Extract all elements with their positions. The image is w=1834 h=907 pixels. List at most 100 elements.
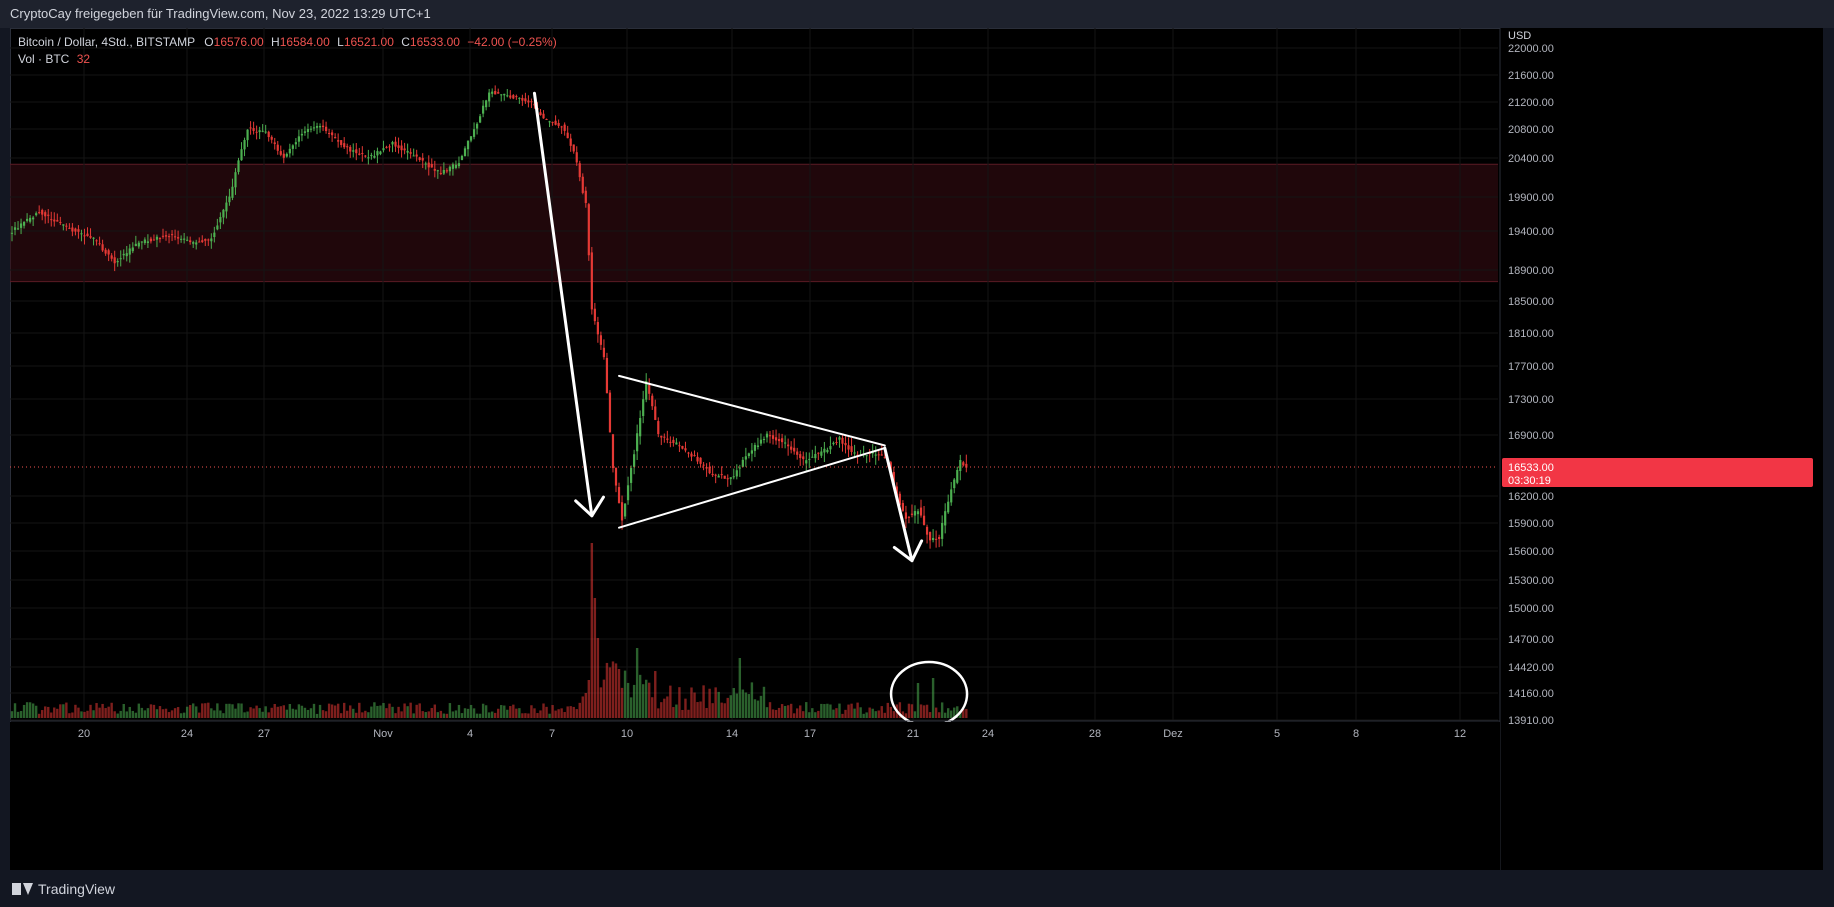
volume-bar [850, 703, 853, 718]
candle-body [953, 479, 956, 489]
candle-body [122, 253, 125, 256]
drawings[interactable] [532, 91, 969, 728]
volume-bar [343, 702, 346, 718]
price-tick-label: 22000.00 [1508, 43, 1554, 55]
volume-bar [19, 710, 23, 718]
legend-ohlc-row: Bitcoin / Dollar, 4Std., BITSTAMP O16576… [18, 34, 557, 51]
volume-bar [13, 703, 17, 718]
candle-body [799, 454, 802, 458]
candle-body [337, 140, 340, 142]
candle-body [651, 395, 654, 407]
time-tick-label: Nov [373, 728, 393, 740]
volume-bar [590, 543, 594, 718]
volume-bar [74, 704, 77, 718]
candle-body [805, 460, 808, 464]
volume-bar [738, 658, 742, 718]
volume-bar [666, 696, 669, 718]
candle-body [581, 176, 584, 193]
price-tick-label: 21200.00 [1508, 97, 1554, 109]
volume-bar [663, 698, 666, 718]
volume-bar [596, 638, 600, 718]
candle-body [412, 155, 415, 157]
volume-bar [759, 695, 763, 718]
candle-body [563, 124, 566, 131]
volume-bar [288, 703, 292, 718]
candle-body [466, 140, 470, 150]
tradingview-brand[interactable]: TradingView [12, 881, 115, 897]
time-tick-label: 10 [621, 728, 633, 740]
volume-bar [86, 710, 89, 718]
volume-bar [146, 708, 150, 718]
price-tick-label: 20800.00 [1508, 124, 1554, 136]
candle-body [186, 239, 189, 241]
candle-body [158, 238, 162, 240]
candle-body [811, 456, 814, 458]
candle-body [919, 507, 923, 516]
candle-body [418, 157, 421, 160]
candle-body [113, 257, 116, 264]
chart-legend: Bitcoin / Dollar, 4Std., BITSTAMP O16576… [18, 34, 557, 68]
candle-body [261, 130, 264, 132]
volume-bar [614, 663, 618, 718]
volume-bar [267, 712, 270, 718]
volume-bar [336, 703, 340, 718]
volume-bar [889, 706, 893, 718]
candle-body [50, 219, 53, 221]
candle-body [648, 384, 651, 394]
volume-bar [753, 699, 757, 718]
volume-bar [53, 707, 56, 718]
candle-body [666, 438, 669, 440]
candle-body [802, 456, 805, 460]
price-tick-label: 21600.00 [1508, 70, 1554, 82]
candle-body [596, 322, 599, 335]
candle-body [192, 242, 195, 244]
legend-symbol[interactable]: Bitcoin / Dollar, 4Std., BITSTAMP [18, 35, 195, 49]
volume-bar [50, 712, 53, 718]
volume-bar [934, 707, 938, 718]
candle-body [29, 217, 32, 222]
volume-bar [542, 703, 545, 718]
candle-body [379, 151, 382, 155]
volume-bar [83, 711, 86, 718]
volume-bar [729, 695, 732, 718]
candle-body [714, 474, 717, 476]
candle-body [844, 442, 847, 446]
price-tick-label: 19900.00 [1508, 192, 1554, 204]
candle-body [475, 123, 479, 129]
time-axis-bg [10, 722, 1500, 870]
time-axis[interactable]: 20 24 27 Nov 4 7 10 14 17 21 24 28 Dez 5 8 12 [10, 720, 1500, 870]
volume-bar [65, 702, 68, 718]
price-tick-label: 15600.00 [1508, 546, 1554, 558]
candle-body [593, 308, 596, 322]
candle-body [500, 94, 503, 96]
candle-body [835, 441, 838, 443]
volume-bar [379, 705, 382, 718]
publish-line: CryptoCay freigegeben für TradingView.co… [10, 6, 431, 21]
legend-volume-label[interactable]: Vol · BTC [18, 52, 70, 66]
candle-body [602, 347, 606, 358]
volume-bar [551, 705, 554, 718]
candle-body [177, 237, 180, 239]
volume-bar [817, 710, 820, 718]
volume-bar [397, 706, 400, 718]
volume-bar [116, 713, 119, 718]
price-tick-label: 16900.00 [1508, 430, 1554, 442]
price-tick-label: 15000.00 [1508, 603, 1554, 615]
volume-bar [128, 706, 131, 718]
candle-body [421, 157, 424, 161]
volume-bar [330, 704, 334, 718]
price-axis-bg [1500, 28, 1823, 870]
volume-bar [569, 706, 572, 718]
candle-body [38, 212, 41, 214]
candle-body [569, 138, 572, 146]
volume-bar [925, 704, 929, 718]
candle-body [140, 241, 143, 243]
candle-body [626, 485, 630, 501]
candle-body [530, 101, 533, 103]
candle-body [53, 219, 56, 222]
candle-body [107, 250, 110, 255]
candle-body [781, 438, 784, 443]
candle-body [853, 452, 856, 454]
